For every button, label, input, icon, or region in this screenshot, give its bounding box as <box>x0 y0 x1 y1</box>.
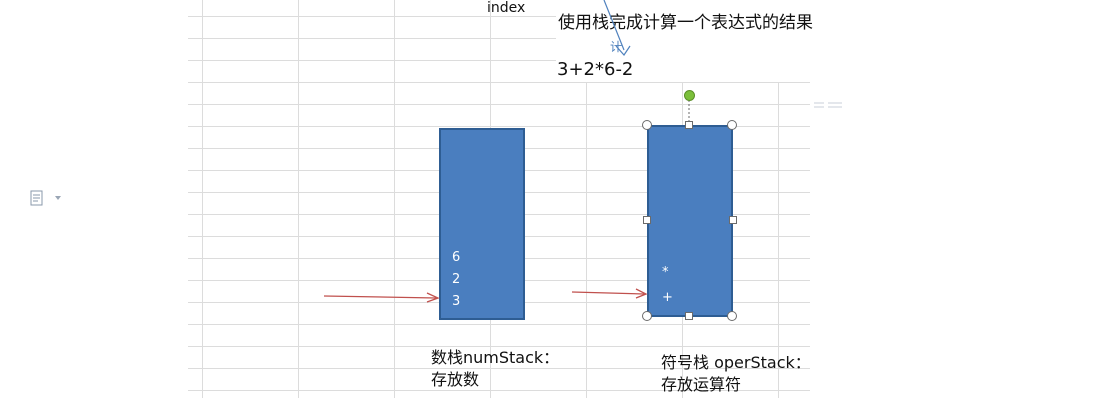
arrow-to-oper-stack <box>571 288 648 299</box>
num-stack-item: 2 <box>452 272 461 287</box>
resize-handle-bottom-right[interactable] <box>727 311 737 321</box>
oper-stack-item: + <box>662 290 673 305</box>
resize-handle-bottom[interactable] <box>685 312 693 320</box>
resize-handle-top-left[interactable] <box>642 120 652 130</box>
pen-annotation <box>603 0 631 56</box>
num-stack-item: 6 <box>452 250 461 265</box>
document-icon[interactable] <box>30 190 44 206</box>
chevron-down-icon[interactable] <box>55 196 61 200</box>
num-stack-item: 3 <box>452 294 461 309</box>
slide-title: 使用栈完成计算一个表达式的结果 <box>558 13 813 33</box>
resize-handle-top[interactable] <box>685 121 693 129</box>
oper-stack-item: * <box>662 265 669 280</box>
num-stack-rect[interactable]: 6 2 3 <box>439 128 525 320</box>
resize-handle-bottom-left[interactable] <box>642 311 652 321</box>
oper-stack-caption-line2: 存放运算符 <box>661 375 742 394</box>
oper-stack-rect[interactable]: * + <box>647 125 733 317</box>
expression-text: 3+2*6-2 <box>557 59 634 80</box>
right-blank-area <box>810 82 850 402</box>
title-area <box>556 0 843 82</box>
oper-stack-caption: 符号栈 operStack： 存放运算符 <box>661 352 811 396</box>
arrow-to-num-stack <box>323 292 440 303</box>
sketch-mark: 计 <box>610 40 623 54</box>
index-label: index <box>487 0 526 16</box>
num-stack-caption-line1: 数栈numStack： <box>431 348 560 367</box>
oper-stack-caption-line1: 符号栈 operStack： <box>661 353 811 372</box>
resize-handle-top-right[interactable] <box>727 120 737 130</box>
num-stack-caption: 数栈numStack： 存放数 <box>431 347 559 391</box>
num-stack-caption-line2: 存放数 <box>431 370 480 389</box>
divider-marks <box>814 102 842 108</box>
rotate-handle[interactable] <box>684 90 695 101</box>
resize-handle-right[interactable] <box>729 216 737 224</box>
resize-handle-left[interactable] <box>643 216 651 224</box>
